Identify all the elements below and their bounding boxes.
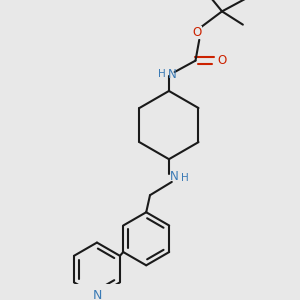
Text: N: N [92,289,102,300]
Text: N: N [170,170,179,183]
Text: O: O [193,26,202,39]
Text: H: H [158,69,166,79]
Text: N: N [167,68,176,81]
Text: O: O [218,54,226,67]
Text: H: H [181,173,189,183]
